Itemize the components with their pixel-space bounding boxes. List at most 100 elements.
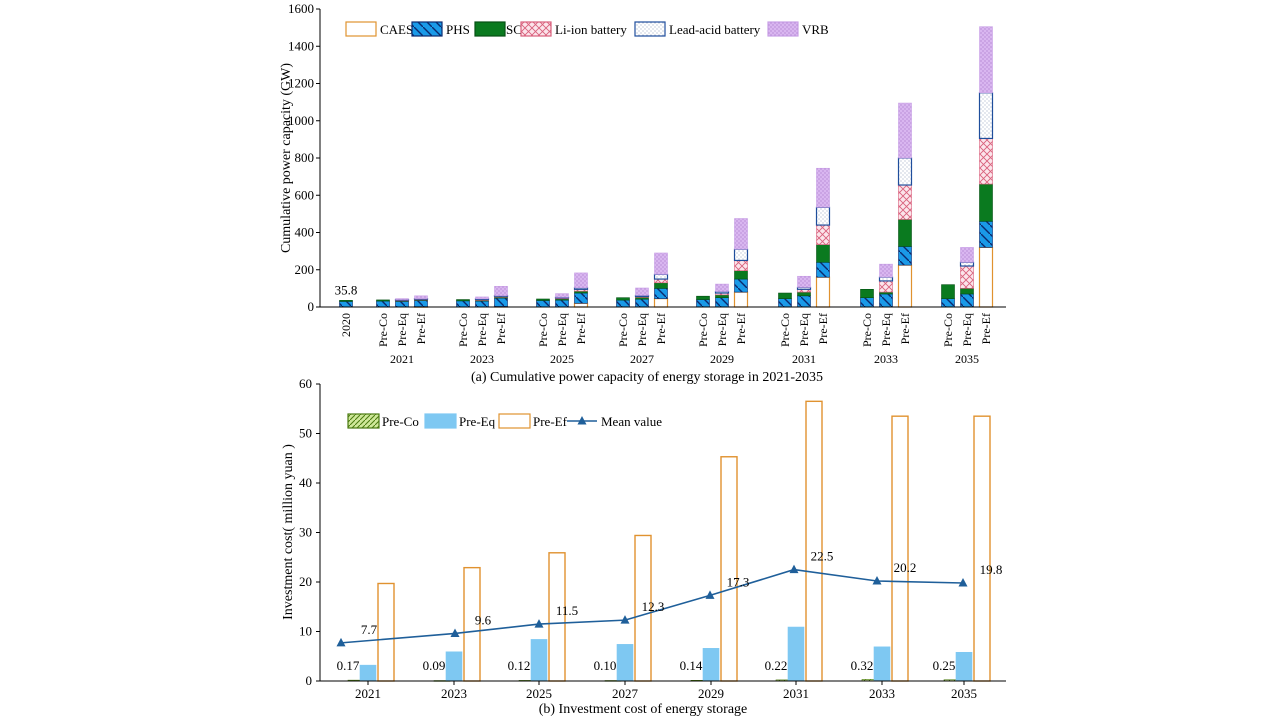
investment-bar-pre-eq (955, 651, 973, 682)
capacity-scenario-label: Pre-Co (860, 313, 874, 347)
investment-bar-pre-ef (805, 400, 823, 682)
investment-legend-swatch (424, 413, 457, 429)
capacity-bar-segment-phs (898, 246, 912, 266)
capacity-x-label-2020: 2020 (339, 313, 353, 337)
investment-bar-pre-ef (377, 582, 395, 682)
investment-x-label: 2027 (612, 686, 639, 701)
capacity-scenario-label: Pre-Co (376, 313, 390, 347)
capacity-bar-segment-li-ion (960, 265, 974, 289)
capacity-bar-segment-phs (574, 292, 588, 304)
investment-bar-pre-ef (891, 415, 909, 682)
capacity-bar-segment-phs (734, 278, 748, 293)
capacity-scenario-label: Pre-Co (778, 313, 792, 347)
capacity-legend-label: SC (506, 22, 522, 37)
investment-y-tick-label: 30 (299, 525, 312, 540)
capacity-scenario-label: Pre-Co (941, 313, 955, 347)
capacity-group-label: 2027 (630, 352, 654, 366)
investment-y-tick-label: 40 (299, 475, 312, 490)
capacity-group-label: 2033 (874, 352, 898, 366)
capacity-scenario-label: Pre-Co (536, 313, 550, 347)
capacity-bar-segment-phs (979, 221, 993, 248)
investment-pre-co-value-label: 0.09 (423, 658, 446, 673)
capacity-scenario-label: Pre-Eq (555, 313, 569, 346)
mean-value-marker (534, 619, 544, 628)
investment-pre-co-value-label: 0.22 (765, 658, 788, 673)
capacity-bar-segment-phs (635, 298, 649, 308)
capacity-scenario-label: Pre-Co (456, 313, 470, 347)
mean-value-marker (336, 637, 346, 647)
capacity-bar-segment-sc (715, 294, 729, 298)
capacity-bars: 35.8 (335, 26, 994, 308)
capacity-scenario-label: Pre-Eq (960, 313, 974, 346)
capacity-bar-segment-phs (494, 297, 508, 307)
capacity-bar-segment-phs (339, 301, 353, 308)
capacity-bar-segment-caes (733, 291, 749, 308)
capacity-scenario-label: Pre-Ef (654, 313, 668, 344)
mean-value-label: 22.5 (811, 549, 834, 564)
capacity-y-tick-label: 600 (295, 187, 315, 202)
capacity-bar-segment-phs (414, 300, 428, 307)
investment-y-tick-label: 50 (299, 426, 312, 441)
capacity-legend-label: PHS (446, 22, 470, 37)
capacity-bar-segment-phs (715, 297, 729, 308)
investment-y-tick-label: 10 (299, 624, 312, 639)
investment-legend-label: Pre-Ef (533, 414, 568, 429)
capacity-bar-segment-sc (376, 299, 390, 302)
mean-value-label: 20.2 (894, 560, 917, 575)
capacity-scenario-label: Pre-Eq (879, 313, 893, 346)
investment-legend-swatch (347, 413, 380, 429)
capacity-scenario-label: Pre-Eq (635, 313, 649, 346)
capacity-bar-segment-sc (960, 288, 974, 295)
capacity-bar-segment-phs (778, 298, 792, 308)
capacity-bar-segment-phs (696, 299, 710, 308)
capacity-y-tick-label: 1000 (288, 113, 314, 128)
capacity-bar-segment-vrb (734, 218, 748, 250)
capacity-bar-segment-lead-acid (978, 92, 994, 140)
capacity-bar-segment-li-ion (979, 138, 993, 185)
investment-y-tick-label: 0 (306, 673, 313, 688)
capacity-group-label: 2023 (470, 352, 494, 366)
capacity-scenario-label: Pre-Ef (494, 313, 508, 344)
capacity-legend-swatch-lead-acid (634, 21, 666, 37)
investment-y-axis-title: Investment cost( million yuan ) (281, 444, 296, 620)
capacity-bar-segment-sc (616, 297, 630, 301)
capacity-bar-segment-sc (734, 270, 748, 280)
investment-bar-pre-eq (616, 644, 634, 682)
investment-pre-co-value-label: 0.25 (933, 658, 956, 673)
capacity-bar-segment-phs (797, 295, 811, 308)
capacity-bar-segment-phs (941, 298, 955, 308)
mean-value-label: 7.7 (361, 622, 378, 637)
investment-bars: 0.17 0.09 0.12 0.10 0.14 0.22 0.32 0.25 (337, 400, 991, 682)
capacity-bar-segment-phs (860, 297, 874, 308)
capacity-bar-segment-phs (879, 293, 893, 308)
capacity-legend-label: VRB (802, 22, 829, 37)
capacity-bar-segment-vrb (816, 167, 830, 208)
mean-value-marker (705, 590, 715, 599)
capacity-bar-segment-phs (616, 299, 630, 308)
investment-bar-pre-eq (873, 646, 891, 682)
investment-pre-co-value-label: 0.32 (851, 658, 874, 673)
investment-legend-label: Mean value (601, 414, 662, 429)
investment-bar-pre-eq (530, 639, 548, 682)
capacity-legend: CAES PHS SC Li-ion battery Lead-acid battery… (345, 21, 829, 37)
investment-x-label: 2025 (526, 686, 552, 701)
capacity-bar-segment-vrb (635, 287, 649, 296)
capacity-bar-segment-caes (978, 246, 994, 308)
capacity-chart-title: (a) Cumulative power capacity of energy … (471, 370, 823, 385)
capacity-scenario-label: Pre-Eq (797, 313, 811, 346)
capacity-bar-segment-phs (456, 300, 470, 308)
mean-value-label: 11.5 (556, 603, 578, 618)
capacity-bar-segment-sc (456, 299, 470, 302)
mean-value-marker (450, 628, 460, 637)
capacity-y-tick-label: 1200 (288, 76, 314, 91)
capacity-bar-segment-li-ion (898, 184, 912, 220)
capacity-bar-segment-vrb (960, 247, 974, 263)
capacity-group-label: 2021 (390, 352, 414, 366)
investment-bar-pre-eq (359, 664, 377, 682)
mean-value-marker (872, 576, 882, 585)
capacity-x-labels: Pre-Co Pre-Eq Pre-Ef Pre-Co Pre-Eq Pre-Ef Pre-… (339, 313, 993, 366)
capacity-scenario-label: Pre-Ef (574, 313, 588, 344)
capacity-bar-segment-sc (816, 244, 830, 263)
capacity-scenario-label: Pre-Eq (715, 313, 729, 346)
